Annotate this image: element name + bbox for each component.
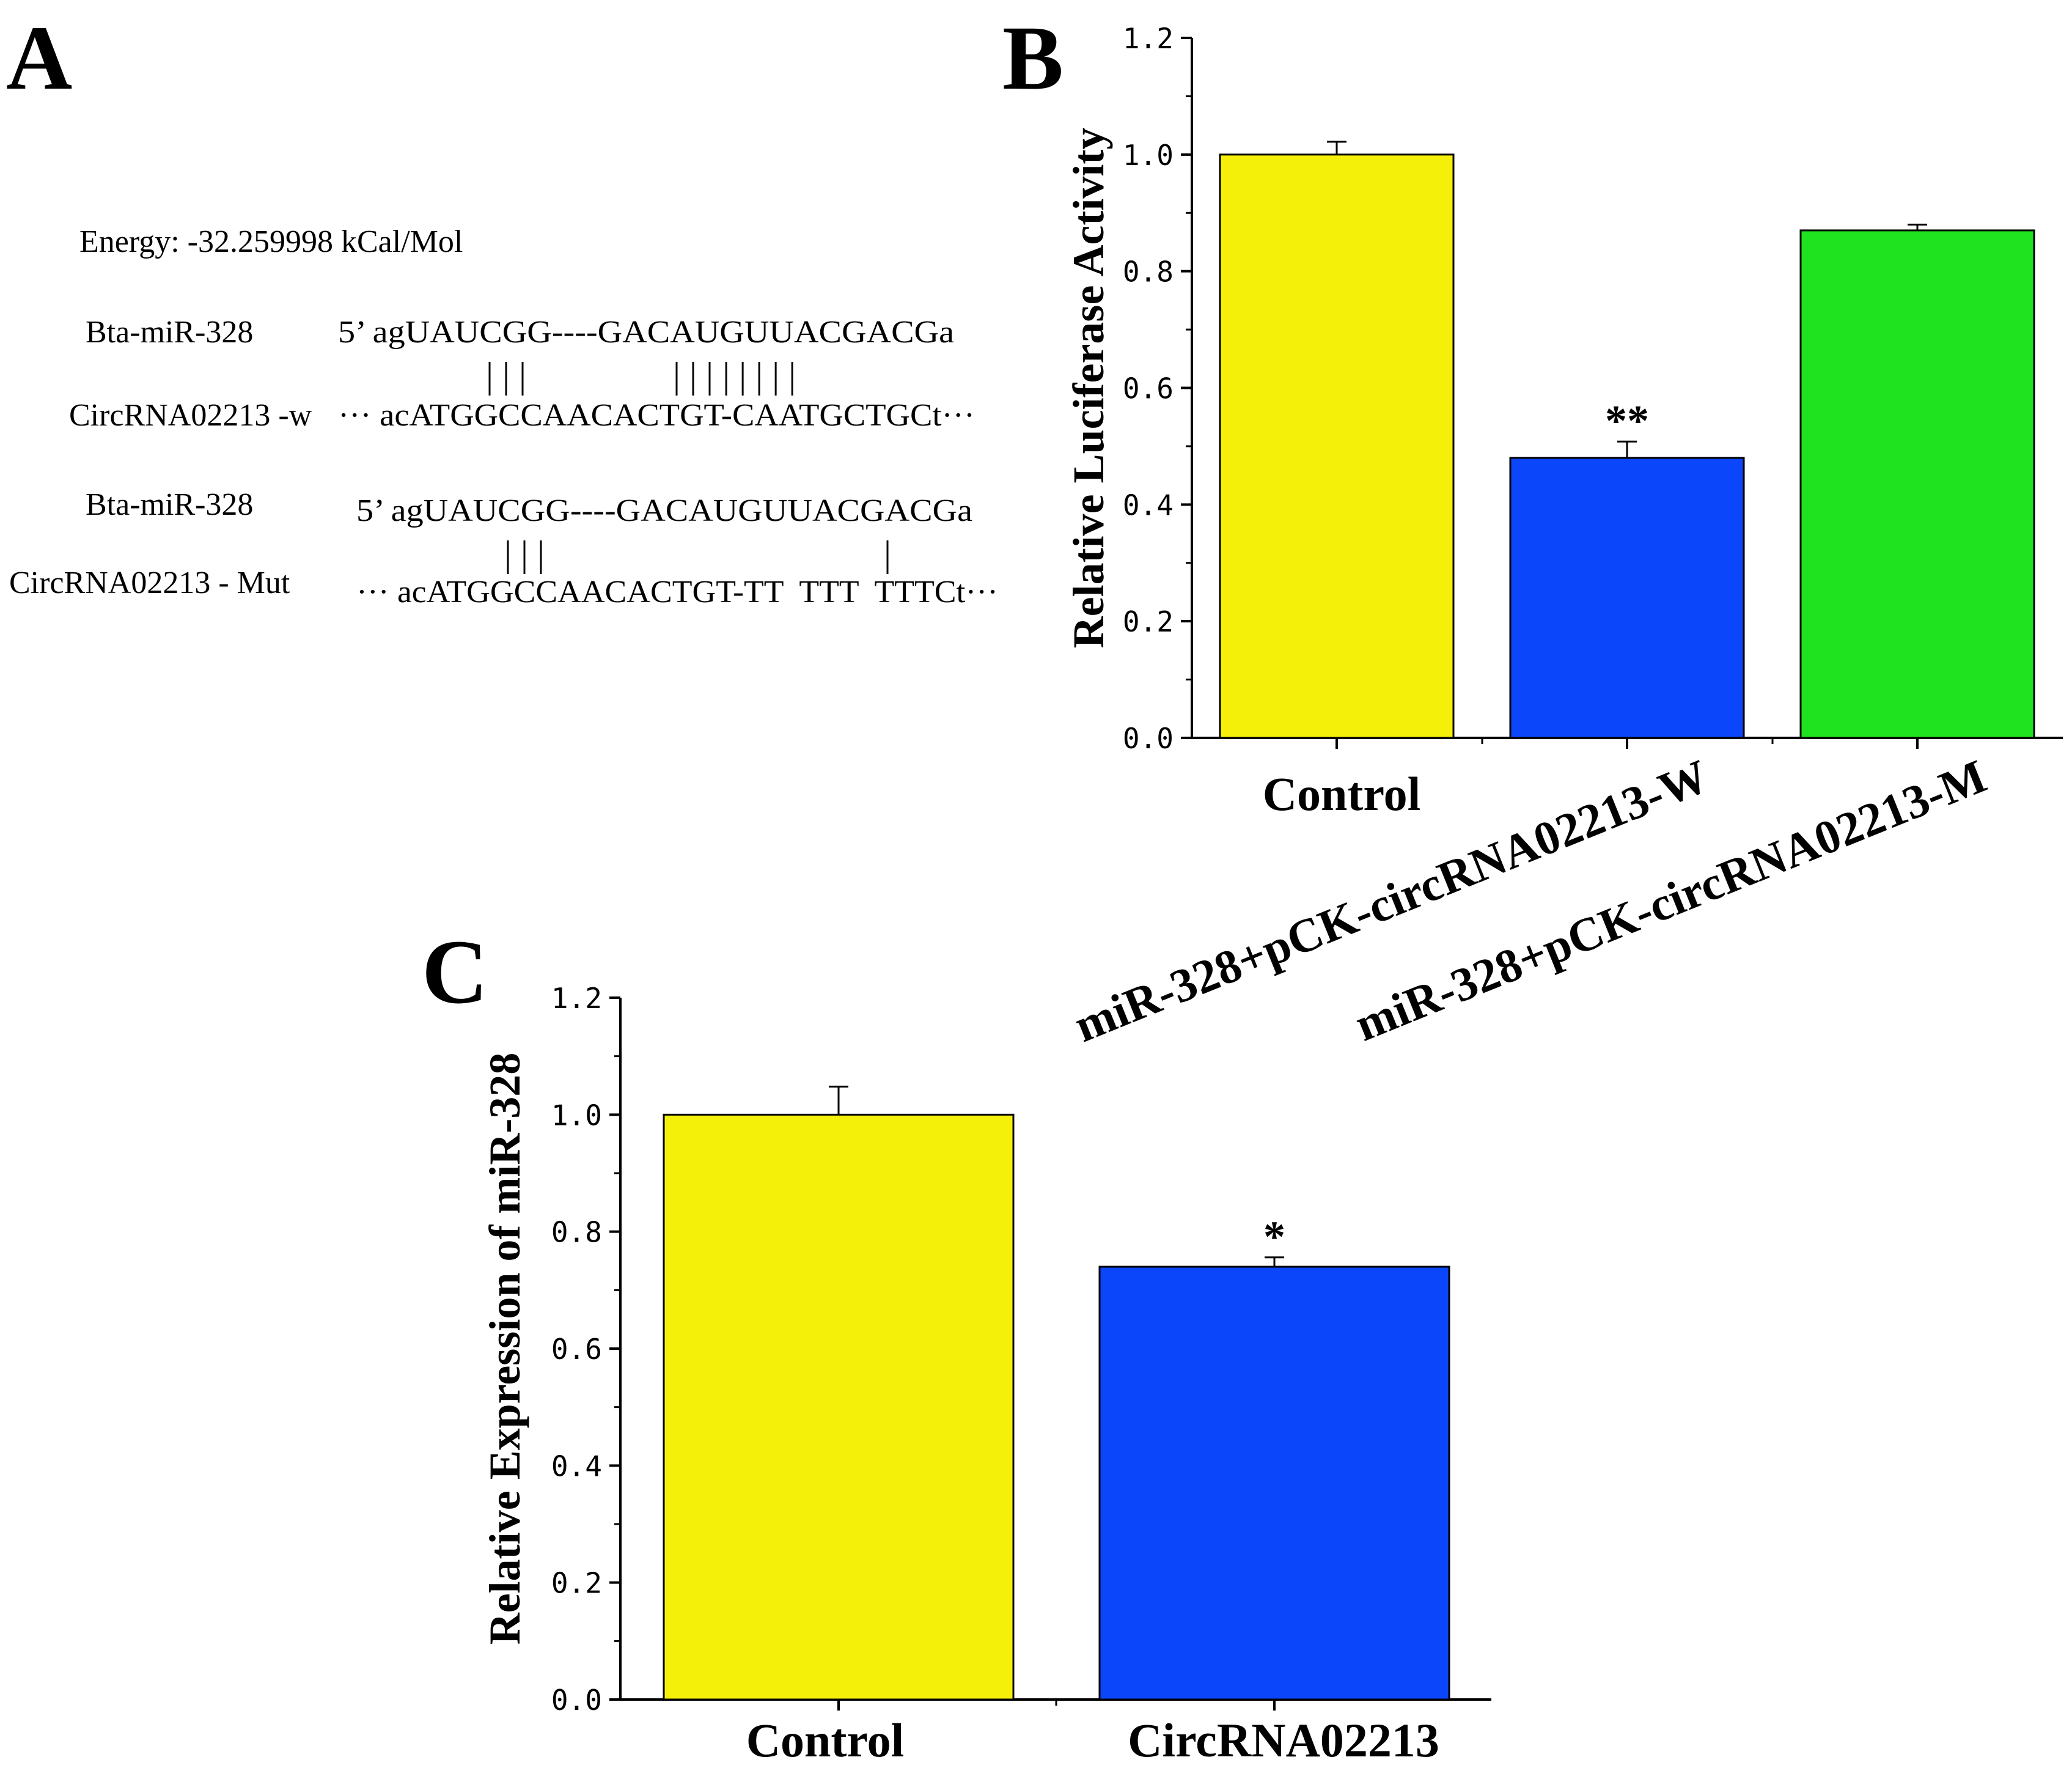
b-y-tick-label: 0.2 <box>1123 605 1174 638</box>
energy-label: Energy: -32.259998 kCal/Mol <box>79 224 463 259</box>
b-y-axis-label: Relative Luciferase Activity <box>1064 128 1113 649</box>
c-y-tick-label: 0.4 <box>551 1449 602 1483</box>
b-y-tick-label: 0.6 <box>1123 372 1174 405</box>
wild-target-sequence: ··· acATGGCCAACACTGT-CAATGCTGCt··· <box>338 398 975 433</box>
c-bar <box>1098 1265 1450 1701</box>
b-bar <box>1799 229 2035 739</box>
b-bar <box>1219 153 1455 739</box>
mut-mir-sequence: 5’ agUAUCGG----GACAUGUUACGACGa <box>356 493 972 528</box>
b-y-tick-label: 0.0 <box>1123 722 1174 755</box>
panel-a-letter: A <box>6 7 72 109</box>
panel-a: A Energy: -32.259998 kCal/Mol Bta-miR-32… <box>6 7 998 610</box>
wild-mir-label: Bta-miR-328 <box>86 315 253 350</box>
c-bar <box>663 1113 1015 1701</box>
b-y-tick-label: 0.8 <box>1123 256 1174 289</box>
b-bar <box>1509 457 1745 739</box>
c-y-tick-label: 0.6 <box>551 1333 602 1366</box>
panel-c-letter: C <box>422 921 488 1023</box>
chart-b: B Relative Luciferase Activity 0.0 0.2 0.4… <box>1002 7 2063 1052</box>
c-y-tick-label: 1.0 <box>551 1099 602 1132</box>
b-y-tick-label: 1.2 <box>1123 22 1174 55</box>
b-y-tick-label: 0.4 <box>1123 488 1174 521</box>
c-x-tick-label: Control <box>746 1714 905 1767</box>
c-y-tick-label: 0.2 <box>551 1567 602 1600</box>
c-y-axis-label: Relative Expression of miR-328 <box>480 1053 529 1645</box>
c-significance-mark: * <box>1263 1212 1285 1261</box>
wild-mir-sequence: 5’ agUAUCGG----GACAUGUUACGACGa <box>338 315 954 350</box>
mut-target-sequence: ··· acATGGCCAACACTGT-TT TTT TTTCt··· <box>356 575 998 610</box>
b-x-tick-label: Control <box>1263 767 1421 820</box>
panel-b-letter: B <box>1002 7 1064 109</box>
mut-target-label: CircRNA02213 - Mut <box>9 565 290 600</box>
c-x-tick-label: CircRNA02213 <box>1128 1714 1439 1767</box>
b-y-tick-label: 1.0 <box>1123 139 1174 172</box>
wild-pairing-bars: | | | | | | | | | | | <box>486 355 796 396</box>
b-significance-mark: ** <box>1605 396 1649 445</box>
c-y-tick-label: 0.8 <box>551 1216 602 1249</box>
mut-pairing-bars: | | | | <box>504 534 891 574</box>
wild-target-label: CircRNA02213 -w <box>69 398 312 433</box>
mut-mir-label: Bta-miR-328 <box>86 487 253 522</box>
chart-c: C Relative Expression of miR-328 0.0 0.2 0… <box>422 921 1491 1767</box>
c-y-tick-label: 0.0 <box>551 1684 602 1717</box>
c-y-tick-label: 1.2 <box>551 982 602 1015</box>
